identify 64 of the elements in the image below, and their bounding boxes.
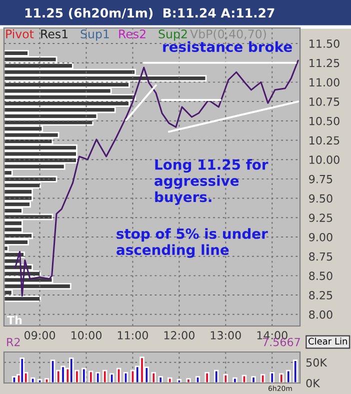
annotation: Long 11.25 for aggressive buyers. bbox=[154, 159, 268, 205]
text: Clear Lin bbox=[308, 338, 347, 345]
bar bbox=[270, 372, 274, 383]
bar bbox=[109, 373, 114, 383]
y-tick-label: 9.00 bbox=[309, 232, 332, 242]
x-tick-label: 11:00 bbox=[118, 331, 148, 340]
bar bbox=[82, 368, 86, 383]
y-tick-label: 11.50 bbox=[310, 39, 340, 48]
annotation: Sup1 bbox=[80, 29, 109, 41]
bar bbox=[12, 376, 17, 383]
bar bbox=[30, 377, 36, 383]
y-tick-label: 0K bbox=[306, 378, 320, 388]
text: R2 bbox=[7, 338, 20, 346]
bar bbox=[176, 379, 182, 383]
bar bbox=[232, 377, 238, 383]
y-tick-label: 10.50 bbox=[310, 116, 340, 126]
bar bbox=[116, 368, 122, 383]
y-tick-label: 8.25 bbox=[309, 291, 332, 300]
x-tick-label: 10:00 bbox=[71, 331, 102, 340]
y-tick-label: 8.75 bbox=[309, 252, 332, 261]
bar bbox=[293, 360, 298, 383]
y-tick-label: 9.25 bbox=[309, 214, 332, 222]
bar bbox=[223, 374, 228, 383]
bar bbox=[286, 370, 291, 383]
annotation: Res1 bbox=[41, 30, 68, 38]
annotation: Th bbox=[7, 316, 22, 324]
y-tick-label: 8.50 bbox=[309, 272, 332, 280]
bar bbox=[88, 370, 94, 383]
x-tick-label: 09:00 bbox=[24, 331, 56, 340]
bar bbox=[123, 372, 128, 383]
y-tick-label: 8.00 bbox=[309, 310, 332, 319]
bar bbox=[242, 374, 247, 383]
y-tick-label: 50K bbox=[306, 358, 328, 367]
bar bbox=[204, 372, 210, 383]
annotation: Res2 bbox=[119, 29, 146, 38]
y-tick-label: 11.00 bbox=[310, 78, 340, 87]
annotation: Sup2 bbox=[158, 29, 187, 41]
y-tick-label: 9.50 bbox=[309, 194, 332, 203]
bar bbox=[260, 374, 266, 383]
bar bbox=[102, 370, 108, 383]
bar bbox=[251, 376, 256, 383]
bar bbox=[195, 376, 200, 383]
bar bbox=[151, 372, 156, 383]
y-tick-label: 9.75 bbox=[309, 174, 332, 184]
x-tick-label: 13:00 bbox=[210, 331, 241, 340]
bar bbox=[37, 379, 42, 383]
y-tick-label: 11.25 bbox=[310, 58, 340, 68]
bar bbox=[168, 377, 172, 383]
bar bbox=[214, 370, 219, 383]
bar bbox=[186, 378, 191, 383]
bar bbox=[279, 373, 284, 383]
annotation: resistance broke bbox=[163, 41, 292, 52]
x-tick-label: 12:00 bbox=[164, 331, 194, 340]
chart-title: 11.25 (6h20m/1m) B:11.24 A:11.27 bbox=[25, 8, 274, 20]
y-tick-label: 10.25 bbox=[310, 136, 340, 145]
y-tick-label: 10.00 bbox=[310, 156, 340, 164]
bar bbox=[130, 370, 136, 383]
annotation: Pivot bbox=[6, 29, 34, 38]
annotation: stop of 5% is under ascending line bbox=[116, 228, 268, 258]
bar bbox=[96, 372, 100, 383]
x-tick-label: 14:00 bbox=[257, 331, 288, 340]
bar bbox=[158, 376, 163, 383]
y-tick-label: 10.75 bbox=[310, 98, 340, 106]
text: 7.5667 bbox=[262, 338, 300, 346]
